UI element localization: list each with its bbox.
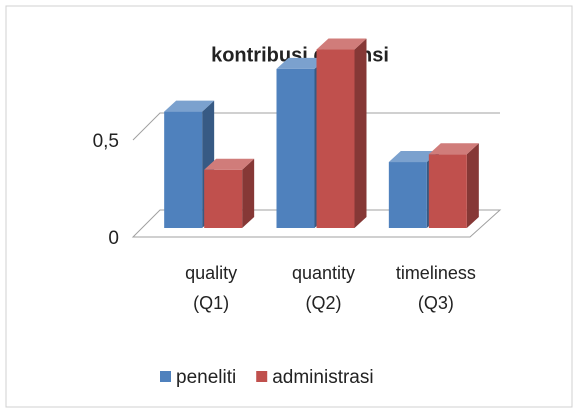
bar xyxy=(316,38,367,228)
grid-line xyxy=(132,112,500,141)
y-tick-label: 0,5 xyxy=(93,131,119,152)
legend-swatch xyxy=(256,371,268,382)
x-tick-label: quantity (Q2) xyxy=(291,263,356,313)
x-tick-label: timeliness (Q3) xyxy=(395,263,476,313)
bar-top xyxy=(316,38,367,50)
bar-side xyxy=(466,143,479,228)
bar-top xyxy=(164,100,215,112)
bar-top xyxy=(428,143,479,155)
bar-front xyxy=(428,154,467,228)
bar-front xyxy=(388,162,427,228)
bar-side xyxy=(354,38,367,228)
y-tick-label: 0 xyxy=(108,228,119,249)
bar-top xyxy=(204,158,255,170)
bar-front xyxy=(316,49,355,228)
bar-front xyxy=(164,111,203,228)
bar xyxy=(428,143,479,228)
legend-swatch xyxy=(160,371,171,382)
x-tick-label: quality (Q1) xyxy=(185,263,238,313)
bar-front xyxy=(276,68,315,228)
bar-top xyxy=(388,151,439,163)
legend-label: administrasi xyxy=(272,367,373,388)
legend-label: peneliti xyxy=(176,367,236,388)
bar-front xyxy=(204,169,243,228)
bar-side xyxy=(242,158,255,228)
bar xyxy=(204,158,255,228)
bar-top xyxy=(276,57,327,69)
